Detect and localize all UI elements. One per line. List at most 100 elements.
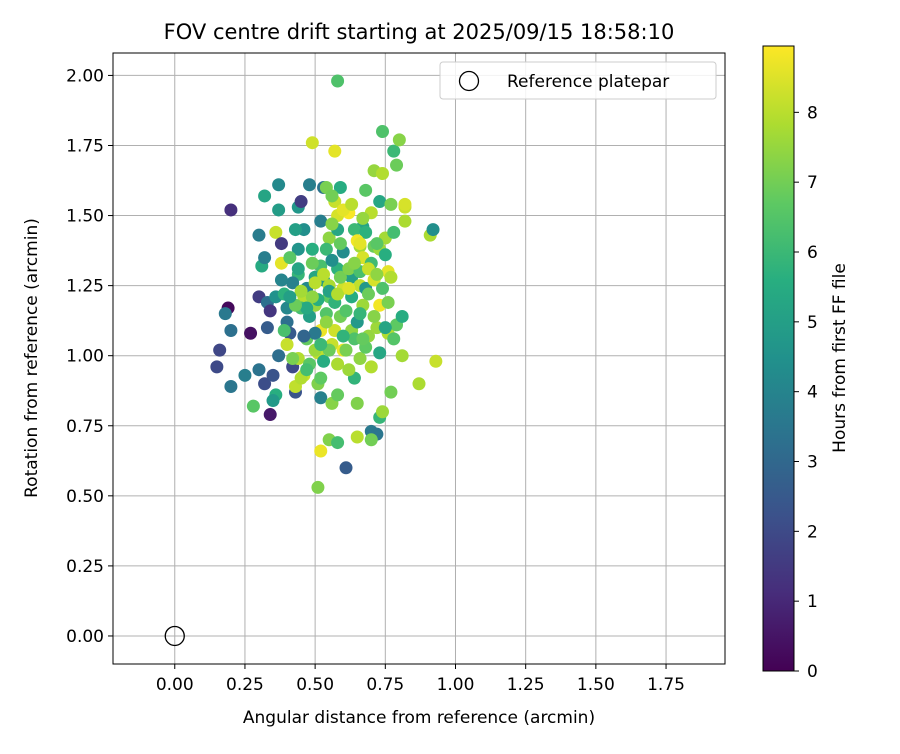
reference-point-marker [164, 625, 185, 647]
data-point [412, 377, 426, 391]
data-point [224, 380, 238, 394]
data-point [266, 368, 280, 382]
chart-title: FOV centre drift starting at 2025/09/15 … [164, 20, 675, 44]
data-point [395, 309, 409, 323]
data-point [376, 281, 390, 295]
data-point [359, 183, 373, 197]
colorbar-tick-label: 8 [807, 103, 818, 123]
data-point [308, 326, 322, 340]
data-point [297, 329, 311, 343]
data-point [294, 284, 308, 298]
data-point [370, 237, 384, 251]
data-point [364, 360, 378, 374]
data-point [353, 237, 367, 251]
data-point [218, 307, 232, 321]
data-point [224, 203, 238, 217]
data-point [305, 290, 319, 304]
data-point [364, 433, 378, 447]
grid [113, 53, 725, 664]
data-point [376, 124, 390, 138]
x-axis-label: Angular distance from reference (arcmin) [243, 708, 595, 728]
data-point [280, 337, 294, 351]
data-point [325, 217, 339, 231]
data-point [224, 323, 238, 337]
data-point [300, 363, 314, 377]
data-point [266, 394, 280, 408]
data-point [314, 214, 328, 228]
data-point [252, 363, 266, 377]
data-point [305, 256, 319, 270]
data-point [333, 237, 347, 251]
data-point [274, 273, 288, 287]
colorbar-tick-label: 5 [807, 313, 818, 333]
data-point [283, 251, 297, 265]
data-point [347, 256, 361, 270]
data-point [376, 167, 390, 181]
data-point [314, 444, 328, 458]
colorbar-tick-label: 6 [807, 243, 818, 263]
y-tick-label: 2.00 [66, 66, 104, 86]
y-tick-label: 1.50 [66, 207, 104, 227]
data-point [314, 337, 328, 351]
data-point [331, 436, 345, 450]
data-point [333, 181, 347, 195]
data-point [274, 237, 288, 251]
x-axis-ticks: 0.00 0.25 0.50 0.75 1.00 1.25 1.50 1.75 [156, 664, 685, 695]
y-tick-label: 0.50 [66, 487, 104, 507]
data-point [359, 225, 373, 239]
colorbar-gradient [762, 45, 795, 672]
data-point [384, 197, 398, 211]
data-point [398, 214, 412, 228]
data-point [210, 360, 224, 374]
data-point [325, 253, 339, 267]
data-point [213, 343, 227, 357]
x-tick-label: 0.75 [366, 675, 404, 695]
data-point [387, 225, 401, 239]
colorbar: 0 1 2 3 4 5 6 7 8 Hours from first FF file [762, 45, 850, 682]
data-point [319, 242, 333, 256]
data-point [311, 480, 325, 494]
legend: Reference platepar [439, 61, 717, 100]
data-point [277, 323, 291, 337]
data-point [336, 329, 350, 343]
x-tick-label: 1.00 [437, 675, 475, 695]
colorbar-tick-label: 4 [807, 383, 818, 403]
data-point [347, 223, 361, 237]
data-point [308, 276, 322, 290]
x-tick-label: 0.50 [296, 675, 334, 695]
data-point [342, 281, 356, 295]
data-point [331, 287, 345, 301]
data-point [322, 231, 336, 245]
data-point [384, 385, 398, 399]
data-point [387, 144, 401, 158]
data-point [381, 295, 395, 309]
data-point [356, 332, 370, 346]
y-tick-label: 0.75 [66, 417, 104, 437]
colorbar-tick-label: 2 [807, 522, 818, 542]
data-point [429, 354, 443, 368]
data-point [350, 396, 364, 410]
data-point [317, 354, 331, 368]
data-point [390, 158, 404, 172]
legend-box [439, 61, 717, 100]
data-point [367, 309, 381, 323]
y-tick-label: 1.00 [66, 347, 104, 367]
data-point [376, 405, 390, 419]
data-point [286, 352, 300, 365]
y-tick-label: 0.00 [66, 627, 104, 647]
data-point [283, 290, 297, 304]
data-point [272, 178, 286, 192]
data-point [291, 242, 305, 256]
data-point [260, 321, 274, 335]
data-point [426, 223, 440, 237]
data-point [331, 74, 345, 88]
colorbar-label: Hours from first FF file [830, 263, 850, 453]
data-point [384, 270, 398, 284]
data-point [342, 363, 356, 377]
data-point [339, 343, 353, 357]
data-point [272, 349, 286, 363]
data-point [331, 388, 345, 402]
plot-frame [112, 52, 726, 665]
data-point [353, 307, 367, 321]
